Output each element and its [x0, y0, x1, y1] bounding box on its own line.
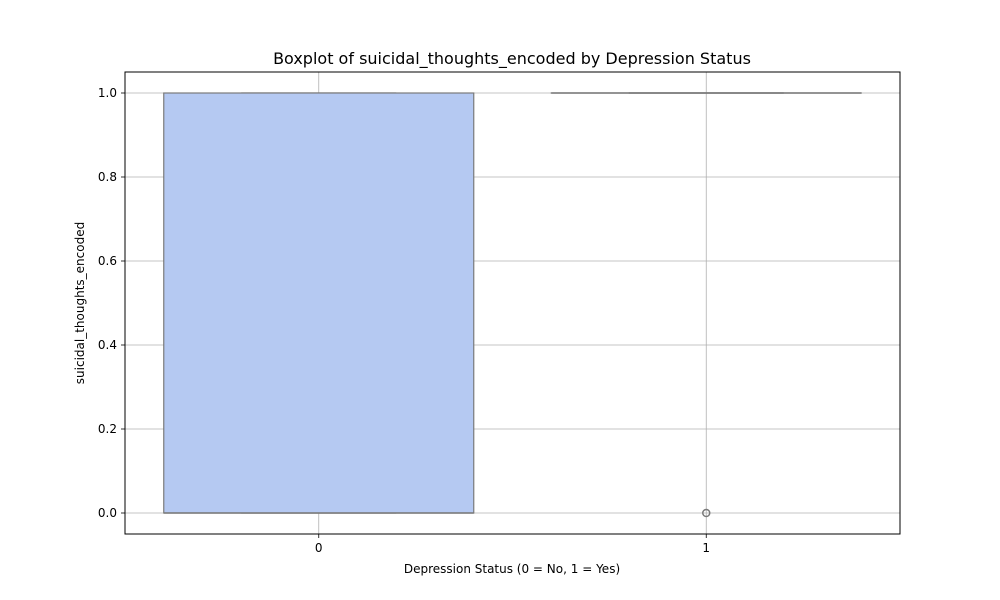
y-tick-label: 0.4 [98, 338, 117, 352]
x-tick-label: 1 [702, 541, 710, 555]
y-axis-label: suicidal_thoughts_encoded [73, 222, 87, 384]
y-tick-label: 0.2 [98, 422, 117, 436]
box-body [163, 92, 475, 514]
flier-point [702, 508, 711, 518]
x-tick-label: 0 [315, 541, 323, 555]
tick-layer: 0.0 0.2 0.4 0.6 0.8 1.0 0 1 [98, 86, 710, 555]
box-layer [163, 92, 862, 518]
y-tick-label: 1.0 [98, 86, 117, 100]
y-tick-label: 0.0 [98, 506, 117, 520]
y-tick-label: 0.8 [98, 170, 117, 184]
y-tick-label: 0.6 [98, 254, 117, 268]
chart-title: Boxplot of suicidal_thoughts_encoded by … [273, 49, 751, 69]
x-axis-label: Depression Status (0 = No, 1 = Yes) [404, 562, 620, 576]
plot-frame [124, 71, 901, 535]
